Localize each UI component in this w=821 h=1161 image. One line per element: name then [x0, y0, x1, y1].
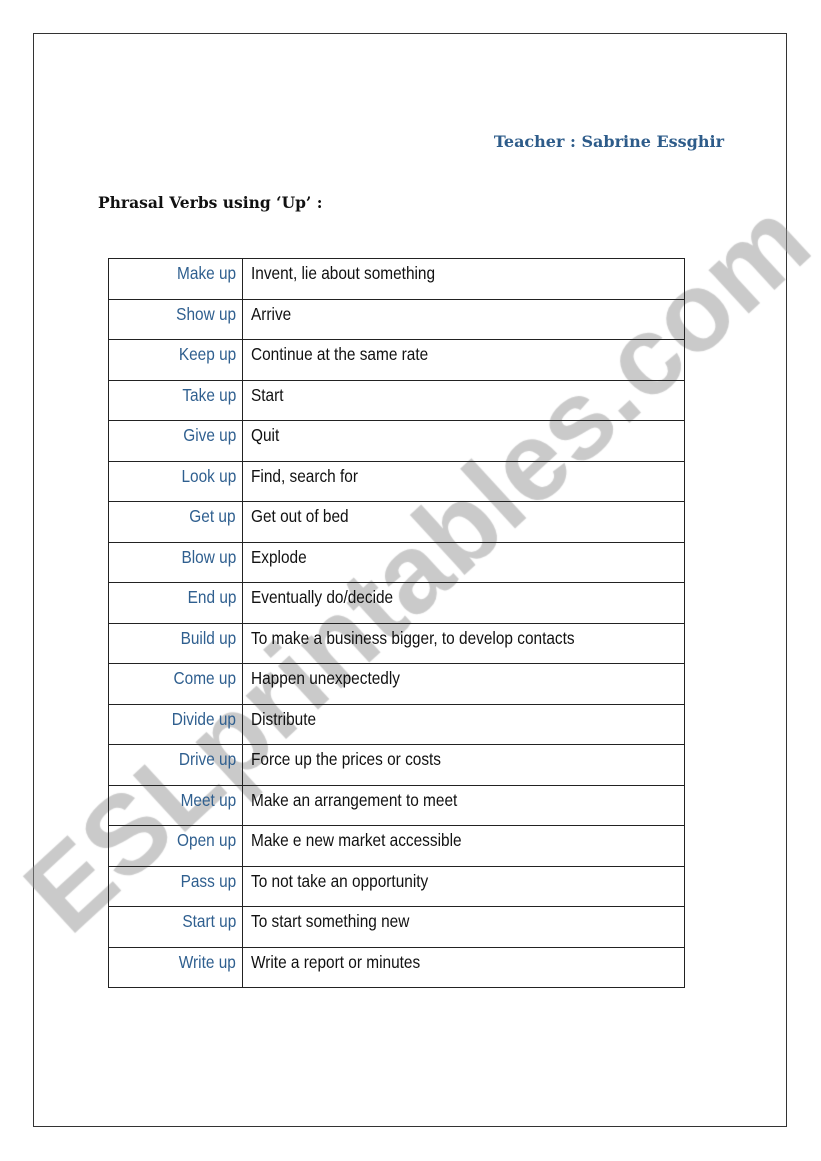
definition-cell: Continue at the same rate [242, 339, 685, 381]
definition-cell: To make a business bigger, to develop co… [242, 622, 685, 664]
phrasal-verb: Start up [182, 911, 236, 931]
definition-cell: Start [242, 379, 685, 421]
worksheet-title: Phrasal Verbs using ‘Up’ : [98, 193, 323, 212]
phrasal-verb: Meet up [180, 789, 236, 810]
phrasal-verb-cell: Start up [108, 906, 243, 948]
definition: Make e new market accessible [251, 830, 462, 850]
phrasal-verb-cell: Build up [108, 622, 243, 664]
phrasal-verb: Pass up [180, 870, 236, 891]
phrasal-verb-cell: Give up [108, 420, 243, 462]
definition-cell: Quit [242, 420, 685, 462]
table-row: Get up Get out of bed [108, 501, 685, 543]
definition-cell: Force up the prices or costs [242, 744, 685, 786]
phrasal-verb: Drive up [178, 749, 236, 769]
definition-cell: Invent, lie about something [242, 258, 685, 300]
definition-cell: To not take an opportunity [242, 865, 685, 907]
table-row: Write up Write a report or minutes [108, 946, 685, 988]
phrasal-verb: Come up [173, 668, 236, 688]
phrasal-verb: Build up [180, 627, 236, 648]
definition-cell: To start something new [242, 906, 685, 948]
definition: Explode [251, 546, 307, 567]
phrasal-verb-cell: Show up [108, 298, 243, 340]
phrasal-verb-cell: Keep up [108, 339, 243, 381]
table-row: Meet up Make an arrangement to meet [108, 784, 685, 826]
teacher-name: Teacher : Sabrine Essghir [493, 132, 724, 151]
definition-cell: Get out of bed [242, 501, 685, 543]
definition: To make a business bigger, to develop co… [251, 627, 575, 648]
definition: Arrive [251, 303, 292, 324]
phrasal-verb: Show up [176, 303, 236, 324]
phrasal-verb: Make up [176, 263, 236, 283]
definition-cell: Explode [242, 541, 685, 583]
definition-cell: Make e new market accessible [242, 825, 685, 867]
definition: Happen unexpectedly [251, 668, 400, 688]
phrasal-verb: End up [187, 587, 236, 607]
definition: To not take an opportunity [251, 870, 429, 891]
definition-cell: Eventually do/decide [242, 582, 685, 624]
phrasal-verb-cell: Come up [108, 663, 243, 705]
phrasal-verb: Keep up [178, 344, 236, 364]
table-row: Open up Make e new market accessible [108, 825, 685, 867]
phrasal-verb-cell: Look up [108, 460, 243, 502]
phrasal-verb: Give up [182, 425, 236, 445]
phrasal-verb: Take up [182, 384, 236, 405]
definition-cell: Arrive [242, 298, 685, 340]
table-row: Drive up Force up the prices or costs [108, 744, 685, 786]
phrasal-verbs-table: Make up Invent, lie about something Show u… [108, 258, 685, 988]
phrasal-verb-cell: Meet up [108, 784, 243, 826]
phrasal-verb-cell: Divide up [108, 703, 243, 745]
definition-cell: Happen unexpectedly [242, 663, 685, 705]
phrasal-verb: Blow up [181, 546, 236, 567]
definition: Make an arrangement to meet [251, 789, 458, 810]
definition: Invent, lie about something [251, 263, 436, 283]
table-row: Make up Invent, lie about something [108, 258, 685, 300]
table-row: Pass up To not take an opportunity [108, 865, 685, 907]
definition: Force up the prices or costs [251, 749, 442, 769]
phrasal-verb-cell: Pass up [108, 865, 243, 907]
definition: Quit [251, 425, 280, 445]
table-row: Take up Start [108, 379, 685, 421]
table-row: Build up To make a business bigger, to de… [108, 622, 685, 664]
table-row: End up Eventually do/decide [108, 582, 685, 624]
definition: Get out of bed [251, 506, 349, 526]
definition: Find, search for [251, 465, 358, 486]
definition: Write a report or minutes [251, 951, 421, 972]
table-row: Come up Happen unexpectedly [108, 663, 685, 705]
phrasal-verb-cell: Take up [108, 379, 243, 421]
definition: Distribute [251, 708, 317, 729]
phrasal-verb-cell: Drive up [108, 744, 243, 786]
phrasal-verb: Divide up [171, 708, 236, 729]
definition-cell: Write a report or minutes [242, 946, 685, 988]
phrasal-verb: Write up [178, 951, 236, 972]
phrasal-verb-cell: Make up [108, 258, 243, 300]
definition-cell: Make an arrangement to meet [242, 784, 685, 826]
phrasal-verb-cell: Get up [108, 501, 243, 543]
table-row: Give up Quit [108, 420, 685, 462]
table-row: Blow up Explode [108, 541, 685, 583]
phrasal-verb-cell: End up [108, 582, 243, 624]
phrasal-verb-cell: Blow up [108, 541, 243, 583]
definition-cell: Find, search for [242, 460, 685, 502]
definition: Continue at the same rate [251, 344, 429, 364]
table-row: Look up Find, search for [108, 460, 685, 502]
definition: Start [251, 384, 284, 405]
phrasal-verb: Look up [181, 465, 236, 486]
definition-cell: Distribute [242, 703, 685, 745]
definition: Eventually do/decide [251, 587, 394, 607]
phrasal-verb: Get up [189, 506, 236, 526]
definition: To start something new [251, 911, 410, 931]
table-row: Start up To start something new [108, 906, 685, 948]
table-row: Divide up Distribute [108, 703, 685, 745]
phrasal-verb: Open up [176, 830, 236, 850]
phrasal-verb-cell: Open up [108, 825, 243, 867]
phrasal-verb-cell: Write up [108, 946, 243, 988]
table-row: Keep up Continue at the same rate [108, 339, 685, 381]
table-row: Show up Arrive [108, 298, 685, 340]
